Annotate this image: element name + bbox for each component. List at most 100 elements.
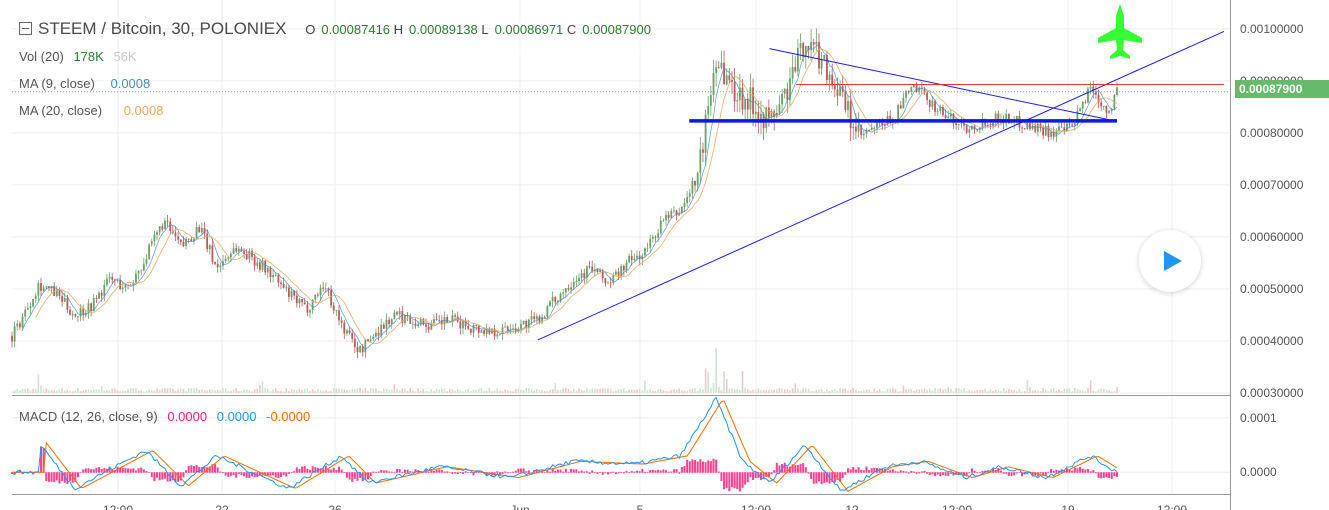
candle-body — [855, 126, 857, 132]
volume-bar — [897, 391, 899, 393]
candle-body — [636, 255, 638, 259]
candle-body — [527, 319, 530, 328]
volume-bar — [280, 391, 282, 393]
volume-bar — [90, 390, 92, 393]
volume-bar — [137, 390, 140, 393]
macd-histogram-bar — [409, 471, 412, 473]
candle-body — [844, 91, 847, 111]
volume-bar — [462, 391, 464, 393]
candle-body — [206, 233, 209, 250]
candle-body — [570, 287, 572, 290]
candle-body — [831, 74, 834, 86]
volume-bar — [1055, 390, 1058, 393]
macd-histogram-bar — [1047, 472, 1050, 473]
volume-bar — [274, 388, 277, 393]
candle-body — [862, 133, 865, 136]
macd-histogram-bar — [1023, 472, 1026, 475]
time-tick-label: 5 — [637, 503, 644, 510]
volume-bar — [886, 388, 889, 393]
volume-bar — [1008, 388, 1010, 393]
macd-histogram-bar — [633, 471, 636, 473]
volume-bar — [1076, 388, 1079, 393]
candle-body — [74, 314, 77, 317]
volume-bar — [662, 390, 665, 393]
candle-body — [200, 227, 203, 233]
macd-histogram-bar — [672, 469, 675, 473]
volume-bar — [572, 388, 575, 393]
volume-bar — [691, 388, 694, 393]
macd-histogram-bar — [657, 469, 660, 473]
volume-bar — [13, 390, 16, 393]
volume-bar — [504, 389, 506, 393]
volume-bar — [56, 390, 58, 393]
ma20-line — [35, 48, 1118, 345]
volume-bar — [179, 388, 182, 393]
candle-body — [789, 78, 791, 101]
volume-bar — [433, 390, 435, 393]
volume-bar — [82, 390, 85, 393]
macd-histogram-bar — [897, 471, 900, 473]
candle-body — [796, 47, 799, 72]
macd-signal-line — [12, 400, 1118, 492]
volume-bar — [140, 390, 143, 393]
candle-body — [303, 302, 306, 305]
macd-histogram-bar — [430, 469, 433, 473]
macd-histogram-bar — [596, 472, 599, 474]
macd-histogram-bar — [757, 472, 760, 478]
volume-bar — [1034, 390, 1037, 393]
candle-body — [1110, 109, 1113, 112]
candle-body — [71, 314, 74, 316]
macd-histogram-bar — [290, 472, 293, 474]
macd-histogram-bar — [335, 470, 338, 473]
volume-bar — [92, 389, 95, 393]
macd-histogram-bar — [723, 472, 726, 490]
candle-body — [1058, 126, 1060, 132]
volume-bar — [259, 385, 261, 393]
candle-body — [472, 325, 475, 333]
macd-histogram-bar — [675, 469, 678, 473]
volume-bar — [762, 389, 765, 393]
macd-histogram-bar — [208, 466, 211, 473]
volume-bar — [536, 388, 538, 393]
macd-histogram-bar — [274, 472, 277, 478]
macd-histogram-bar — [314, 467, 317, 473]
volume-bar — [1081, 390, 1084, 393]
volume-bar — [968, 390, 971, 393]
macd-histogram-bar — [767, 472, 770, 478]
macd-histogram-bar — [807, 472, 810, 474]
volume-bar — [1039, 390, 1042, 393]
macd-histogram-bar — [74, 472, 77, 482]
macd-histogram-bar — [1102, 472, 1105, 478]
volume-bar — [214, 390, 216, 393]
candle-body — [936, 110, 939, 112]
candle-body — [214, 261, 216, 264]
play-icon[interactable] — [1139, 230, 1201, 292]
volume-bar — [588, 389, 591, 393]
candle-body — [498, 334, 501, 336]
volume-bar — [412, 390, 414, 393]
volume-bar — [1089, 380, 1092, 393]
candle-body — [211, 245, 214, 262]
candle-body — [1095, 92, 1097, 95]
candle-body — [282, 283, 285, 288]
macd-histogram-bar — [620, 472, 623, 474]
volume-bar — [401, 388, 404, 393]
macd-histogram-bar — [195, 464, 198, 473]
macd-histogram-bar — [369, 472, 372, 477]
macd-histogram-bar — [501, 472, 504, 475]
candle-body — [174, 232, 177, 237]
volume-bar — [773, 389, 775, 393]
volume-bar — [633, 389, 636, 393]
macd-histogram-bar — [359, 472, 362, 478]
macd-histogram-bar — [111, 469, 114, 473]
volume-bar — [530, 389, 533, 393]
macd-histogram-bar — [738, 472, 741, 492]
volume-bar — [567, 389, 570, 393]
macd-histogram-bar — [1094, 472, 1097, 474]
candle-body — [754, 111, 757, 115]
volume-bar — [143, 391, 145, 393]
macd-histogram-bar — [396, 468, 399, 473]
volume-bar — [359, 387, 361, 393]
macd-histogram-bar — [232, 472, 235, 476]
